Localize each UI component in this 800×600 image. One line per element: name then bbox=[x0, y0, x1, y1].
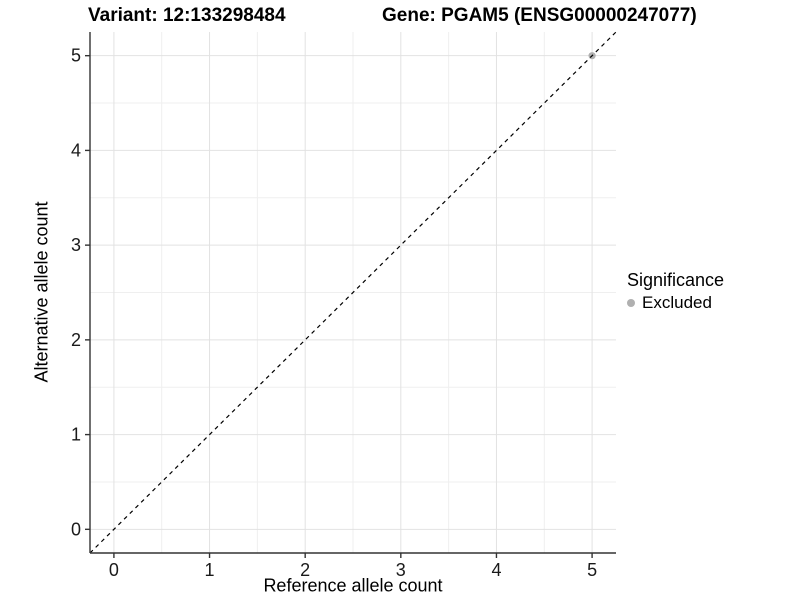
y-tick-label: 0 bbox=[71, 519, 81, 539]
x-tick-label: 0 bbox=[109, 560, 119, 580]
x-tick-label: 2 bbox=[300, 560, 310, 580]
y-tick-label: 5 bbox=[71, 46, 81, 66]
x-tick-label: 4 bbox=[491, 560, 501, 580]
y-tick-label: 2 bbox=[71, 330, 81, 350]
identity-line bbox=[89, 31, 617, 554]
variant-title: Variant: 12:133298484 bbox=[88, 5, 286, 26]
legend-entry-label: Excluded bbox=[642, 293, 712, 312]
x-tick-label: 3 bbox=[396, 560, 406, 580]
x-tick-label: 1 bbox=[205, 560, 215, 580]
legend: Significance Excluded bbox=[627, 270, 724, 313]
x-tick-label: 5 bbox=[587, 560, 597, 580]
x-axis-title: Reference allele count bbox=[263, 575, 443, 596]
excluded-point-icon bbox=[627, 299, 635, 307]
y-tick-label: 1 bbox=[71, 425, 81, 445]
gene-title: Gene: PGAM5 (ENSG00000247077) bbox=[382, 5, 697, 26]
y-tick-label: 4 bbox=[71, 140, 81, 160]
legend-entry-excluded: Excluded bbox=[627, 293, 724, 313]
legend-title: Significance bbox=[627, 270, 725, 290]
y-tick-label: 3 bbox=[71, 235, 81, 255]
y-axis-title: Alternative allele count bbox=[31, 201, 52, 383]
